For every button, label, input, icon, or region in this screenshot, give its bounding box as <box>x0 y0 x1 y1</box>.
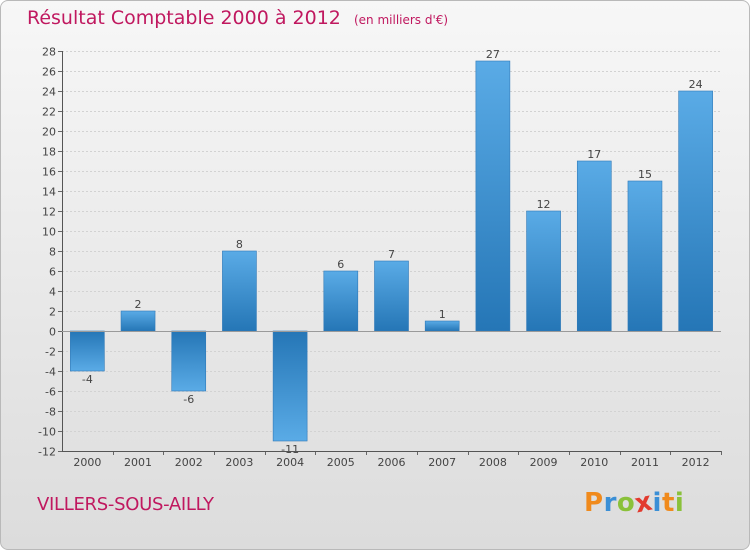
bar-2000 <box>70 330 105 372</box>
data-label-2006: 7 <box>388 248 395 261</box>
y-tick-label: 10 <box>42 226 56 239</box>
logo-letter: t <box>661 488 675 518</box>
data-label-2005: 6 <box>337 258 344 271</box>
y-tick-label: 4 <box>49 286 56 299</box>
y-tick-label: 8 <box>49 246 56 259</box>
data-label-2002: -6 <box>183 393 194 406</box>
logo-letter: i <box>652 488 662 518</box>
title-row: Résultat Comptable 2000 à 2012 (en milli… <box>27 7 448 29</box>
chart-title: Résultat Comptable 2000 à 2012 <box>27 7 341 29</box>
y-tick-label: 16 <box>42 166 56 179</box>
y-tick-label: -6 <box>45 386 56 399</box>
y-tick-label: 18 <box>42 146 56 159</box>
data-label-2003: 8 <box>236 238 243 251</box>
x-tick-label: 2009 <box>530 456 558 469</box>
y-tick-label: -8 <box>45 406 56 419</box>
x-tick-label: 2011 <box>631 456 659 469</box>
commune-name: VILLERS-SOUS-AILLY <box>37 494 214 515</box>
bar-2007 <box>424 320 460 332</box>
data-label-2008: 27 <box>486 48 500 61</box>
y-tick-label: 6 <box>49 266 56 279</box>
x-tick-label: 2004 <box>276 456 304 469</box>
bar-2001 <box>120 310 156 332</box>
x-tick-label: 2005 <box>327 456 355 469</box>
data-label-2004: -11 <box>281 443 299 456</box>
y-tick-label: 2 <box>49 306 56 319</box>
logo-letter: P <box>584 488 604 518</box>
axes <box>62 51 721 452</box>
bar-2012 <box>678 90 713 332</box>
data-label-2011: 15 <box>638 168 652 181</box>
logo-letter: i <box>674 488 685 518</box>
data-label-2012: 24 <box>689 78 703 91</box>
y-tick-label: 14 <box>42 186 56 199</box>
x-tick-label: 2012 <box>682 456 710 469</box>
logo-letter: o <box>616 488 636 518</box>
y-tick-label: -4 <box>45 366 56 379</box>
bar-2003 <box>222 250 257 332</box>
data-label-2010: 17 <box>587 148 601 161</box>
x-tick-label: 2003 <box>225 456 253 469</box>
bar-2006 <box>374 260 409 332</box>
y-tick-label: -10 <box>38 426 56 439</box>
bar-2011 <box>627 180 663 332</box>
y-tick-label: 22 <box>42 106 56 119</box>
y-tick-label: 20 <box>42 126 56 139</box>
data-label-2009: 12 <box>537 198 551 211</box>
x-tick-label: 2006 <box>378 456 406 469</box>
x-tick-label: 2010 <box>580 456 608 469</box>
data-label-2000: -4 <box>82 373 93 386</box>
data-label-2001: 2 <box>135 298 142 311</box>
x-tick-label: 2008 <box>479 456 507 469</box>
logo-letter: r <box>603 488 617 518</box>
bar-2009 <box>526 210 561 332</box>
x-tick-label: 2000 <box>73 456 101 469</box>
bar-2008 <box>475 60 511 332</box>
bar-2002 <box>171 330 207 392</box>
x-tick-label: 2002 <box>175 456 203 469</box>
y-tick-label: 28 <box>42 46 56 59</box>
y-tick-label: -12 <box>38 446 56 459</box>
chart-subtitle: (en milliers d'€) <box>353 13 449 27</box>
y-tick-label: 24 <box>42 86 56 99</box>
proxiti-logo[interactable]: Proxiti <box>584 487 685 520</box>
y-tick-label: 0 <box>49 326 56 339</box>
y-tick-label: -2 <box>45 346 56 359</box>
y-tick-label: 12 <box>42 206 56 219</box>
x-tick-label: 2001 <box>124 456 152 469</box>
data-labels: -4 2 -6 8 -11 6 7 1 27 12 17 15 24 <box>82 48 703 456</box>
y-tick-label: 26 <box>42 66 56 79</box>
bars <box>70 60 713 442</box>
bar-2005 <box>323 270 359 332</box>
data-label-2007: 1 <box>439 308 446 321</box>
bar-2004 <box>272 330 308 442</box>
x-axis-ticks: 2000 2001 2002 2003 2004 2005 2006 2007 2008 2009… <box>73 451 722 469</box>
bar-2010 <box>576 160 612 332</box>
x-tick-label: 2007 <box>428 456 456 469</box>
